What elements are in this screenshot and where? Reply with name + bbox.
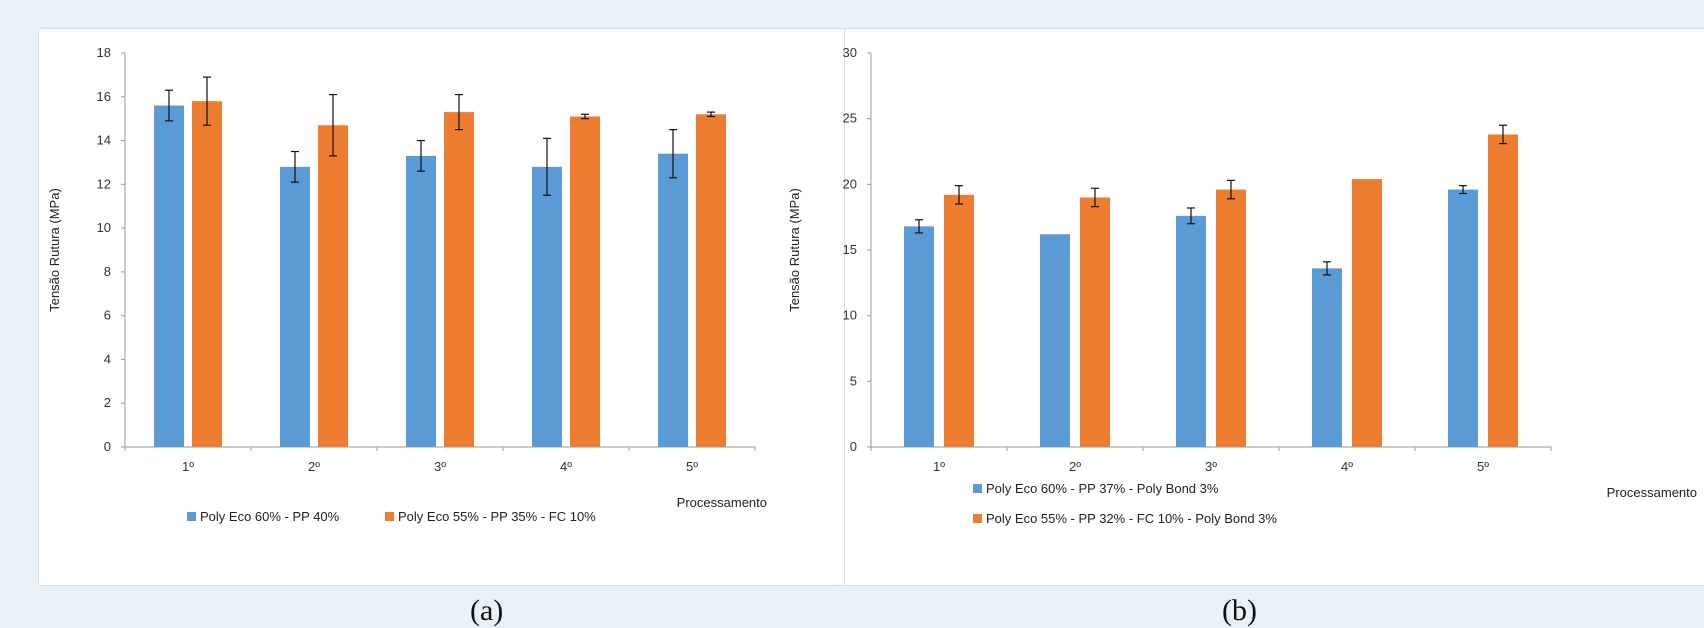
x-tick-label: 5º <box>1477 459 1489 474</box>
bar-b-s2-5 <box>1488 134 1518 447</box>
legend-swatch <box>973 484 982 493</box>
x-tick-label: 3º <box>1205 459 1217 474</box>
y-axis-label: Tensão Rutura (MPa) <box>47 188 62 312</box>
bar-b-s1-1 <box>904 226 934 447</box>
bar-a-s2-1 <box>192 101 222 448</box>
bar-a-s2-4 <box>570 116 600 447</box>
y-tick-label: 30 <box>843 45 857 60</box>
x-axis-label: Processamento <box>677 495 767 510</box>
bar-chart-b: 0 5 10 15 20 25 30 1º 2º 3º 4º 5º Tensão Rutura (MPa… <box>787 45 1697 526</box>
bar-b-s2-4 <box>1352 179 1382 447</box>
bar-b-s1-3 <box>1176 215 1206 447</box>
legend-swatch <box>187 512 196 521</box>
y-tick-label: 18 <box>97 45 111 60</box>
x-tick-label: 1º <box>182 459 194 474</box>
y-tick-label: 25 <box>843 111 857 126</box>
y-tick-label: 10 <box>843 308 857 323</box>
legend-label: Poly Eco 55% - PP 35% - FC 10% <box>398 509 596 524</box>
y-tick-label: 2 <box>104 395 111 410</box>
bar-chart-a: 0 2 4 6 8 10 12 14 16 18 1º 2º 3º 4º 5º Tensão Rutura (… <box>47 45 767 524</box>
bar-a-s1-3 <box>406 155 436 447</box>
bar-b-s1-2 <box>1040 234 1070 447</box>
bar-b-s2-2 <box>1080 197 1110 447</box>
legend-swatch <box>385 512 394 521</box>
chart-panel-b: 0 5 10 15 20 25 30 1º 2º 3º 4º 5º Tensão Rutura (MPa… <box>787 28 1704 586</box>
bar-b-s2-3 <box>1216 189 1246 447</box>
x-tick-label: 2º <box>308 459 320 474</box>
x-tick-label: 2º <box>1069 459 1081 474</box>
y-tick-label: 4 <box>104 351 111 366</box>
x-tick-label: 5º <box>686 459 698 474</box>
y-tick-label: 20 <box>843 176 857 191</box>
legend-label: Poly Eco 60% - PP 40% <box>200 509 340 524</box>
chart-panel-a: 0 2 4 6 8 10 12 14 16 18 1º 2º 3º 4º 5º Tensão Rutura (… <box>38 28 846 586</box>
bar-b-s2-1 <box>944 194 974 447</box>
caption-b: (b) <box>1222 594 1257 627</box>
bar-a-s1-5 <box>658 153 688 447</box>
y-tick-label: 10 <box>97 220 111 235</box>
x-tick-label: 3º <box>434 459 446 474</box>
x-axis-label: Processamento <box>1607 485 1697 500</box>
legend-swatch <box>973 514 982 523</box>
bar-b-s1-4 <box>1312 268 1342 447</box>
y-tick-label: 0 <box>104 439 111 454</box>
bar-a-s1-2 <box>280 166 310 448</box>
y-tick-label: 8 <box>104 264 111 279</box>
y-tick-label: 15 <box>843 242 857 257</box>
bar-a-s2-3 <box>444 112 474 447</box>
bar-b-s1-5 <box>1448 189 1478 447</box>
x-tick-label: 1º <box>933 459 945 474</box>
y-axis-label: Tensão Rutura (MPa) <box>787 188 802 312</box>
y-tick-label: 12 <box>97 176 111 191</box>
y-tick-label: 0 <box>850 439 857 454</box>
legend-label: Poly Eco 60% - PP 37% - Poly Bond 3% <box>986 481 1219 496</box>
bar-a-s1-4 <box>532 166 562 448</box>
bar-a-s1-1 <box>154 105 184 448</box>
y-tick-label: 14 <box>97 133 111 148</box>
x-tick-label: 4º <box>1341 459 1353 474</box>
legend-label: Poly Eco 55% - PP 32% - FC 10% - Poly Bo… <box>986 511 1277 526</box>
x-tick-label: 4º <box>560 459 572 474</box>
y-tick-label: 16 <box>97 89 111 104</box>
caption-a: (a) <box>470 594 504 627</box>
y-tick-label: 5 <box>850 373 857 388</box>
bar-a-s2-5 <box>696 114 726 448</box>
y-tick-label: 6 <box>104 308 111 323</box>
bar-a-s2-2 <box>318 125 348 447</box>
